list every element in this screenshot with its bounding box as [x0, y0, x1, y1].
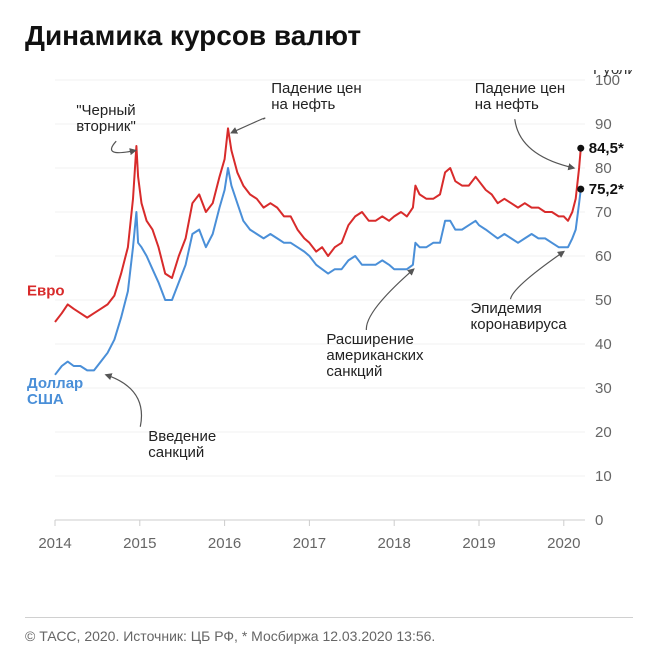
annotation-text: санкций	[326, 363, 382, 380]
annotation-text: Расширение	[326, 331, 413, 348]
x-tick-label: 2017	[293, 535, 326, 552]
y-tick-label: 90	[595, 116, 612, 133]
end-point	[577, 186, 584, 193]
end-value-label: 75,2*	[589, 181, 624, 198]
y-tick-label: 60	[595, 248, 612, 265]
annotation-text: санкций	[148, 444, 204, 461]
annotation-text: коронавируса	[471, 316, 568, 333]
source-text: © ТАСС, 2020. Источник: ЦБ РФ, * Мосбирж…	[25, 628, 435, 644]
chart-title: Динамика курсов валют	[25, 20, 633, 52]
end-point	[577, 145, 584, 152]
annotation-text: Эпидемия	[471, 300, 542, 317]
annotation-text: на нефть	[475, 96, 539, 113]
series-label: Доллар	[27, 375, 83, 392]
y-tick-label: 50	[595, 292, 612, 309]
annotation-text: Введение	[148, 428, 216, 445]
annotation-arrow	[511, 252, 564, 300]
footer-divider	[25, 617, 633, 618]
y-tick-label: 10	[595, 468, 612, 485]
annotation-text: вторник"	[76, 118, 136, 135]
x-tick-label: 2018	[378, 535, 411, 552]
annotation-text: Падение цен	[475, 80, 565, 97]
end-value-label: 84,5*	[589, 140, 624, 157]
series-line	[55, 128, 581, 322]
x-tick-label: 2015	[123, 535, 156, 552]
annotation-text: на нефть	[271, 96, 335, 113]
annotation-arrow	[231, 118, 265, 133]
y-tick-label: 30	[595, 380, 612, 397]
annotation-arrow	[106, 375, 142, 427]
y-tick-label: 0	[595, 512, 603, 529]
annotation-arrow	[515, 119, 574, 168]
y-tick-label: 70	[595, 204, 612, 221]
chart-area: 0102030405060708090100Рубли2014201520162…	[25, 70, 633, 590]
series-label: Евро	[27, 283, 65, 300]
annotation-text: Падение цен	[271, 80, 361, 97]
annotation-arrow	[112, 141, 136, 152]
annotation-text: американских	[326, 347, 424, 364]
x-tick-label: 2019	[462, 535, 495, 552]
y-tick-label: 40	[595, 336, 612, 353]
x-tick-label: 2020	[547, 535, 580, 552]
x-tick-label: 2016	[208, 535, 241, 552]
series-label: США	[27, 391, 64, 408]
y-tick-label: 80	[595, 160, 612, 177]
y-tick-label: 20	[595, 424, 612, 441]
x-tick-label: 2014	[38, 535, 71, 552]
annotation-text: "Черный	[76, 102, 135, 119]
y-axis-label: Рубли	[593, 70, 633, 78]
